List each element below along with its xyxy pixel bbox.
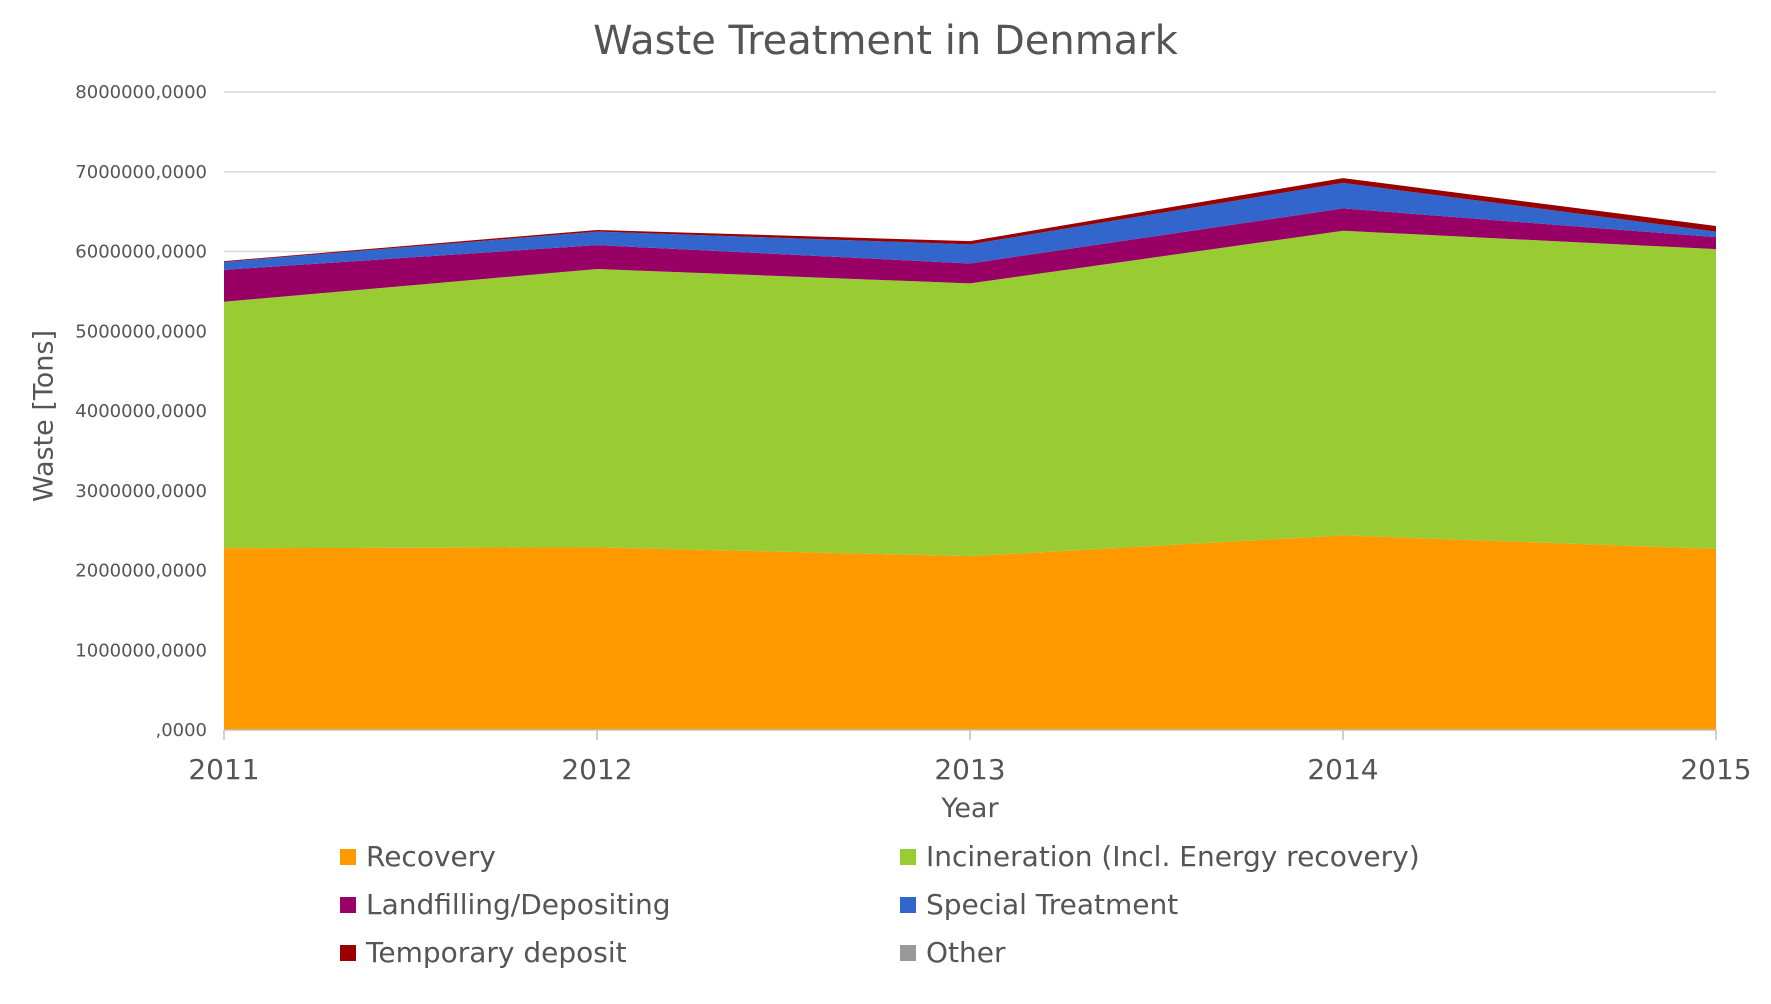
area-series-group [224,178,1716,730]
x-tick-label: 2013 [934,753,1005,786]
area-series-0 [224,535,1716,730]
x-tick-label: 2012 [561,753,632,786]
y-tick-label: 3000000,0000 [75,481,207,502]
x-tick-label: 2011 [188,753,259,786]
y-tick-label: 5000000,0000 [75,321,207,342]
y-tick-label: 6000000,0000 [75,242,207,263]
x-tick-label: 2015 [1680,753,1751,786]
x-tick-label: 2014 [1307,753,1378,786]
area-series-3 [224,182,1716,270]
y-tick-label: 4000000,0000 [75,401,207,422]
area-series-1 [224,230,1716,557]
area-series-2 [224,208,1716,302]
y-tick-label: 7000000,0000 [75,162,207,183]
y-tick-label: 8000000,0000 [75,82,207,103]
chart-title: Waste Treatment in Denmark [593,18,1178,64]
x-axis-label: Year [941,793,999,824]
y-tick-label: 2000000,0000 [75,561,207,582]
y-tick-label: 1000000,0000 [75,640,207,661]
y-tick-label: ,0000 [155,720,207,741]
